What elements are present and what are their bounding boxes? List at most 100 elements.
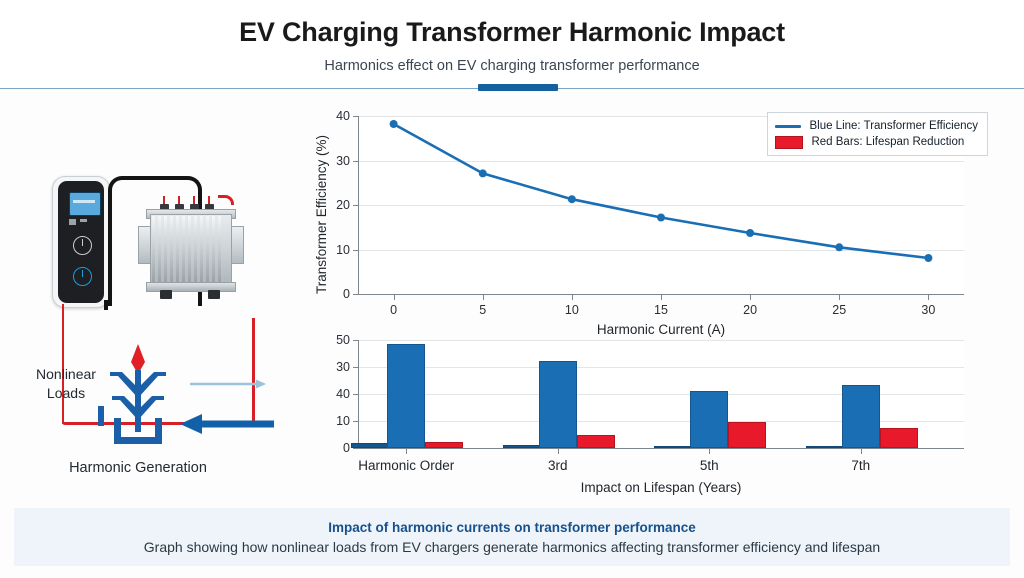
- x-tick-label: 20: [743, 303, 758, 317]
- y-tick-label: 10: [336, 242, 350, 257]
- y-tick-label: 0: [343, 287, 350, 301]
- x-axis: [358, 294, 964, 295]
- y-tick-mark: [353, 340, 358, 341]
- transformer-base: [146, 282, 236, 292]
- page-subtitle: Harmonics effect on EV charging transfor…: [324, 58, 700, 74]
- y-tick-mark: [353, 160, 358, 162]
- bar-harmonic-order: [841, 384, 880, 448]
- x-tick-label: 5: [479, 303, 487, 317]
- x-tick-label: 25: [832, 303, 847, 317]
- bar-lifespan-reduction: [576, 434, 615, 448]
- bushing-icon: [175, 196, 184, 211]
- y-tick-mark: [353, 294, 358, 295]
- bar-harmonic-order: [538, 360, 577, 448]
- transformer-foot: [160, 290, 172, 299]
- x-tick-label: 10: [564, 303, 579, 317]
- y-tick-mark: [353, 367, 358, 368]
- y-tick-label: 20: [336, 198, 350, 212]
- y-tick-mark: [353, 205, 358, 206]
- y-tick-mark: [353, 448, 358, 449]
- charger-body: [58, 181, 104, 303]
- gridline: [358, 340, 964, 341]
- header: EV Charging Transformer Harmonic Impact …: [0, 0, 1024, 88]
- bar-baseline: [805, 446, 846, 448]
- hv-lead-icon: [218, 195, 234, 205]
- x-tick-mark: [482, 295, 484, 300]
- gridline: [358, 394, 964, 395]
- gridline: [358, 249, 964, 251]
- header-accent-bar: [478, 84, 558, 91]
- y-axis-title: Transformer Efficiency (%): [314, 134, 329, 294]
- charger-display-icon: [69, 192, 101, 216]
- gridline: [358, 116, 964, 117]
- bushing-icon: [160, 196, 169, 211]
- y-tick-label: 40: [336, 109, 350, 123]
- efficiency-line-chart: 0 10 20 30 40 0 5 10 15 20 25 30 Blue Line: Transfo…: [296, 104, 996, 337]
- gridline: [358, 367, 964, 368]
- x-tick-mark: [839, 295, 841, 300]
- y-tick-label: 50: [336, 333, 350, 347]
- y-tick-mark: [353, 249, 358, 251]
- harmonic-flow-arrow-light: [190, 377, 266, 395]
- legend-box-swatch-icon: [775, 135, 804, 149]
- y-tick-mark: [353, 421, 358, 422]
- caption-banner: Impact of harmonic currents on transform…: [14, 508, 1010, 566]
- bar-baseline: [502, 444, 543, 448]
- y-tick-mark: [353, 116, 358, 117]
- x-category-label: 5th: [699, 458, 719, 473]
- x-tick-mark: [393, 295, 395, 300]
- x-tick-label: 0: [390, 303, 398, 317]
- page-title: EV Charging Transformer Harmonic Impact: [239, 17, 785, 47]
- transformer-foot: [208, 290, 220, 299]
- bushing-icon: [190, 196, 199, 211]
- efficiency-series: [389, 120, 933, 262]
- nonlinear-loads-label: Nonlinear Loads: [30, 365, 102, 403]
- x-category-label: Harmonic Order: [358, 458, 455, 473]
- x-axis: [358, 448, 964, 449]
- y-axis: [358, 116, 359, 295]
- charger-led-strip: [69, 219, 99, 225]
- illustration-panel: Nonlinear Loads Harmonic Generation: [0, 92, 292, 502]
- chart-legend: Blue Line: Transformer Efficiency Red Ba…: [767, 112, 988, 156]
- gridline: [358, 205, 964, 206]
- power-button-active-icon[interactable]: [73, 267, 92, 286]
- caption-subtitle: Graph showing how nonlinear loads from E…: [143, 539, 881, 555]
- x-category-label: 7th: [851, 458, 871, 473]
- lifespan-bar-chart: 50 30 40 10 0 Harmonic Order 3rd 5th 7th Impact …: [296, 330, 996, 502]
- y-tick-label: 30: [336, 360, 350, 374]
- bar-baseline: [351, 442, 392, 448]
- bar-lifespan-reduction: [425, 442, 464, 448]
- y-tick-label: 0: [343, 441, 350, 455]
- legend-item-line: Blue Line: Transformer Efficiency: [775, 118, 978, 134]
- harmonic-generation-label: Harmonic Generation: [69, 460, 207, 476]
- x-tick-mark: [928, 295, 930, 300]
- bar-plot-area: 50 30 40 10 0 Harmonic Order 3rd 5th 7th: [336, 333, 964, 473]
- x-tick-label: 15: [654, 303, 668, 317]
- bar-baseline: [654, 446, 695, 448]
- legend-label: Red Bars: Lifespan Reduction: [811, 136, 965, 148]
- harmonic-flow-arrow-bold: [178, 414, 274, 439]
- legend-label: Blue Line: Transformer Efficiency: [809, 120, 978, 132]
- y-tick-label: 10: [336, 414, 350, 428]
- gridline: [358, 160, 964, 162]
- x-axis-title: Impact on Lifespan (Years): [580, 480, 742, 495]
- x-category-label: 3rd: [548, 458, 568, 473]
- ev-charger: [52, 176, 110, 308]
- harmonic-generation-symbol: [96, 340, 180, 452]
- x-tick-mark: [860, 449, 862, 454]
- power-button-icon[interactable]: [73, 236, 92, 255]
- nonlinear-loads-line2: Loads: [46, 385, 86, 401]
- y-tick-label: 30: [336, 153, 350, 168]
- y-axis: [358, 340, 359, 449]
- nonlinear-loads-line1: Nonlinear: [36, 366, 96, 382]
- bar-lifespan-reduction: [728, 421, 767, 448]
- bar-harmonic-order: [387, 344, 426, 448]
- y-tick-mark: [353, 394, 358, 395]
- red-cable-vertical: [62, 304, 64, 424]
- transformer-cooling-fins: [152, 216, 228, 282]
- x-axis-title: Harmonic Current (A): [596, 322, 726, 337]
- caption-title: Impact of harmonic currents on transform…: [328, 520, 696, 535]
- bar-lifespan-reduction: [879, 427, 918, 448]
- x-tick-mark: [406, 449, 408, 454]
